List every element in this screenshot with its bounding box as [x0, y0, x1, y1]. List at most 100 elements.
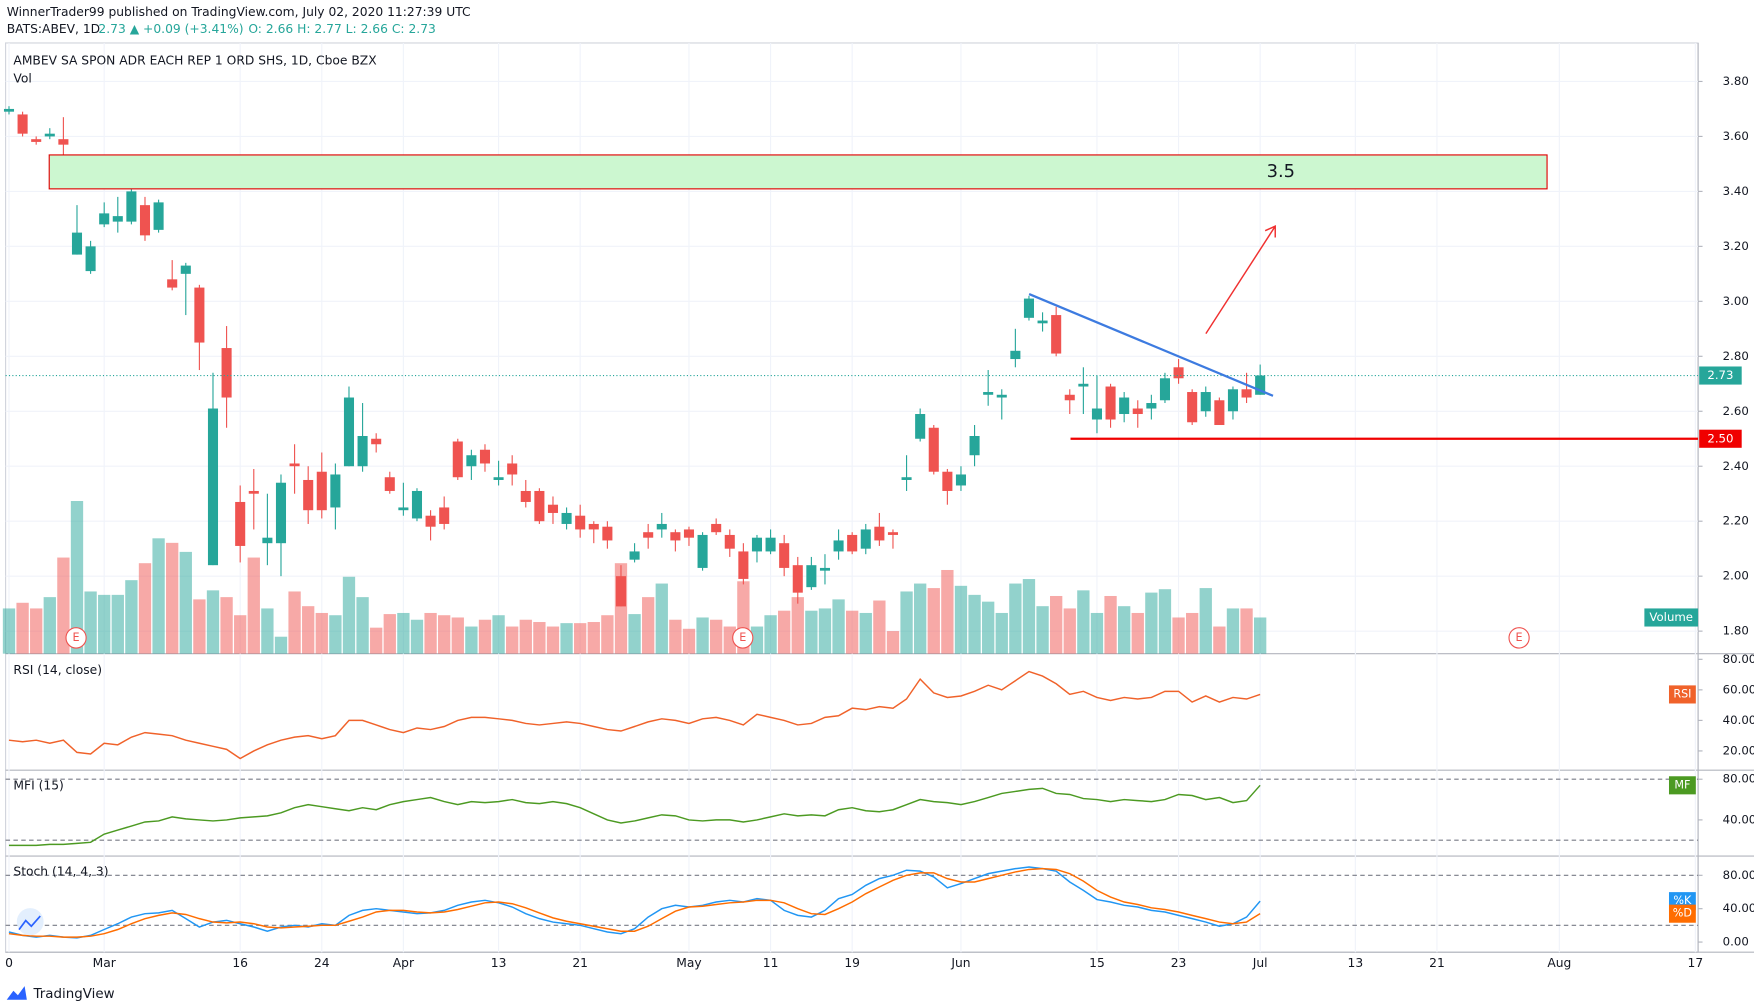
volume-bar — [302, 606, 315, 654]
earnings — [65, 627, 1530, 649]
series-tag — [1668, 685, 1696, 704]
candle-body — [1023, 298, 1035, 318]
volume-bar — [206, 590, 220, 654]
volume-bar — [968, 594, 981, 654]
volume-bar — [669, 619, 682, 654]
candle-body — [99, 213, 110, 225]
candle-body — [643, 532, 654, 538]
candle-body — [547, 504, 559, 513]
y-tick-label: 2.20 — [1723, 514, 1749, 528]
candle-body — [996, 394, 1007, 398]
volume-bar — [533, 622, 546, 654]
y-tick-label: 2.60 — [1723, 404, 1749, 418]
volume-bar — [2, 608, 16, 654]
candle-body — [1119, 397, 1130, 415]
support-label: 2.50 — [1707, 431, 1733, 445]
candle-body — [1241, 389, 1252, 398]
volume-bar — [954, 585, 968, 654]
candle-body — [819, 567, 831, 571]
candle-body — [561, 512, 572, 524]
candle-body — [235, 501, 246, 546]
candle-body — [71, 232, 83, 255]
volume-bar — [546, 626, 560, 654]
candle-body — [792, 565, 803, 593]
earnings-marker — [65, 627, 87, 649]
candle-body — [751, 537, 763, 552]
candle-body — [629, 551, 640, 560]
x-tick-label: Jul — [1252, 956, 1268, 970]
candle-body — [697, 534, 708, 568]
x-tick-label: 11 — [763, 956, 779, 970]
volume-bar — [1036, 606, 1049, 654]
candle-body — [901, 477, 912, 480]
volume-title: Vol — [13, 72, 31, 86]
candle-body — [1037, 320, 1048, 324]
candle-body — [1227, 389, 1238, 412]
y-tick-label: 80.00 — [1723, 772, 1754, 786]
candle-body — [289, 463, 300, 467]
x-tick-label: Mar — [93, 956, 117, 970]
candle-body — [17, 114, 28, 134]
volume-bar — [315, 612, 328, 654]
volume-bar — [832, 599, 845, 654]
volume-bar — [193, 599, 206, 654]
candle-body — [575, 515, 586, 530]
volume-bar — [138, 563, 152, 654]
candle-body — [466, 455, 477, 467]
candle-body — [738, 551, 749, 579]
candle-body — [112, 216, 123, 222]
x-tick-label: 13 — [491, 956, 507, 970]
volume-bar — [927, 588, 940, 654]
candle-body — [371, 438, 382, 445]
footer-logo — [6, 986, 27, 1000]
candle-body — [343, 397, 355, 467]
volume-bar — [791, 597, 804, 654]
volume-bar — [424, 612, 437, 654]
candle-body — [1187, 392, 1198, 423]
y-tick-label: 1.80 — [1723, 624, 1749, 638]
volume-bar — [1172, 617, 1185, 654]
indicator-line — [8, 784, 1261, 847]
candle-body — [58, 139, 69, 145]
series-tag-label: MF — [1674, 778, 1690, 791]
candle-body — [439, 507, 450, 524]
candle-body — [1051, 315, 1062, 354]
candle-body — [384, 477, 395, 491]
x-tick-label: 23 — [1171, 956, 1187, 970]
candle-body — [1105, 386, 1116, 420]
volume-bar — [982, 601, 995, 654]
volume-bar — [723, 626, 736, 654]
candle-body — [983, 392, 994, 395]
logo-badge[interactable] — [16, 908, 44, 936]
volume-bar — [1022, 579, 1036, 654]
volume-bar — [914, 583, 927, 654]
volume-bar — [152, 538, 165, 654]
volume-bar — [125, 580, 138, 654]
candle-body — [1173, 367, 1184, 379]
volume-bar — [220, 597, 233, 654]
candle-body — [221, 348, 232, 398]
indicator-line — [8, 670, 1261, 760]
volume-bar — [397, 612, 410, 654]
candle-body — [357, 435, 368, 467]
candle-body — [656, 523, 667, 530]
candle-body — [167, 279, 178, 288]
series-tag-label: RSI — [1673, 687, 1691, 700]
candle-body — [1078, 383, 1089, 387]
x-tick-label: Aug — [1547, 956, 1571, 970]
volume-bar — [1240, 608, 1253, 654]
volume-bar — [682, 628, 696, 654]
y-tick-label: 60.00 — [1723, 682, 1754, 696]
candle-body — [31, 139, 42, 142]
candle-body — [847, 534, 858, 552]
y-tick-label: 3.00 — [1723, 294, 1749, 308]
y-tick-label: 40.00 — [1723, 812, 1754, 826]
volume-bar — [506, 626, 519, 654]
candle-body — [126, 191, 137, 222]
volume-bar — [519, 619, 532, 654]
publisher: WinnerTrader99 published on TradingView.… — [7, 5, 471, 19]
candle-body — [194, 287, 205, 343]
volume-bar — [370, 627, 383, 654]
earnings-label: E — [1516, 631, 1523, 644]
